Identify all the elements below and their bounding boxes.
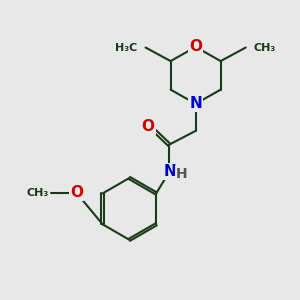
Text: H₃C: H₃C — [115, 43, 137, 52]
Text: N: N — [189, 96, 202, 111]
Text: CH₃: CH₃ — [26, 188, 48, 198]
Text: O: O — [141, 119, 154, 134]
Text: CH₃: CH₃ — [254, 43, 276, 52]
Text: O: O — [70, 185, 83, 200]
Text: N: N — [164, 164, 176, 179]
Text: O: O — [189, 39, 202, 54]
Text: H: H — [176, 167, 187, 181]
